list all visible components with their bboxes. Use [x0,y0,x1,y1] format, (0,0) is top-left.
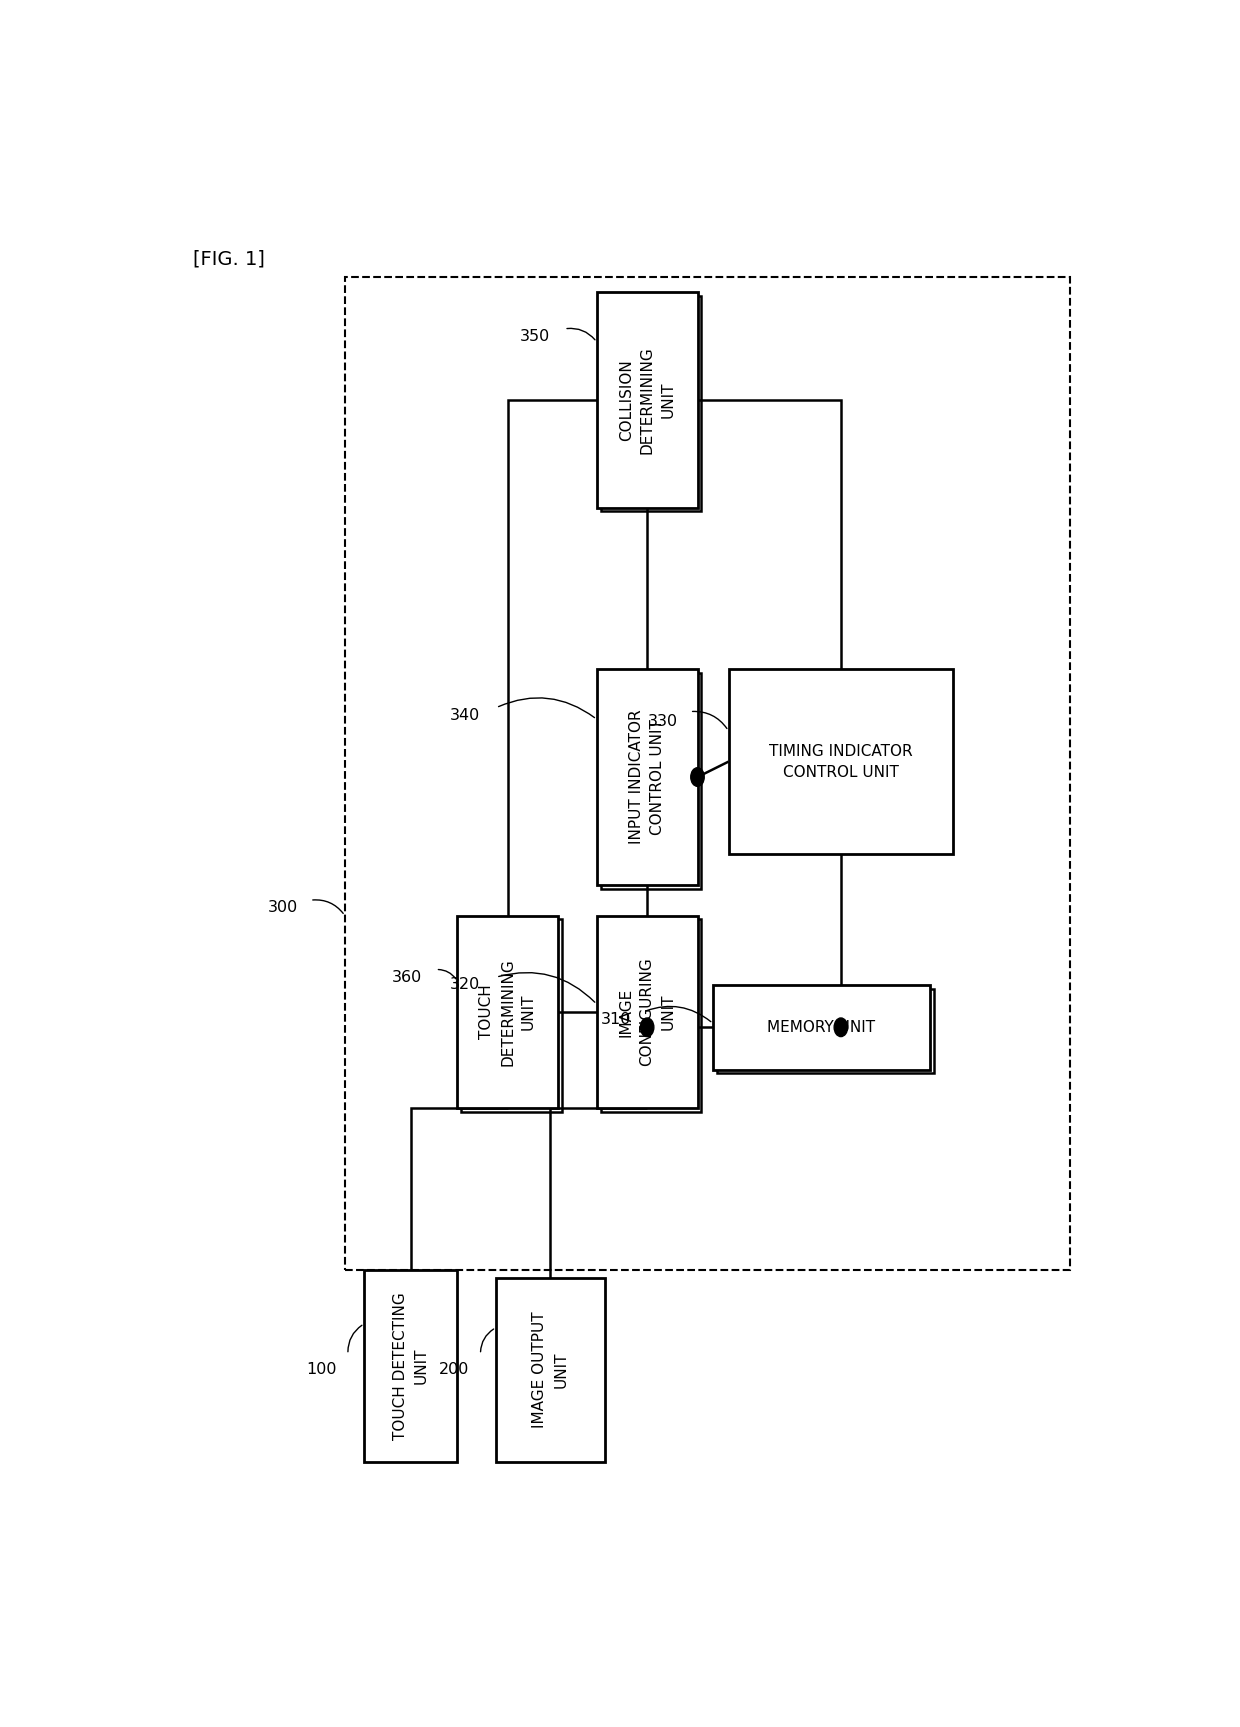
Bar [713,984,930,1069]
FancyArrowPatch shape [348,1325,362,1352]
FancyArrowPatch shape [312,900,343,914]
Text: 330: 330 [649,713,678,729]
Text: 360: 360 [392,971,423,984]
Text: IMAGE OUTPUT
UNIT: IMAGE OUTPUT UNIT [532,1311,568,1428]
Text: TOUCH DETECTING
UNIT: TOUCH DETECTING UNIT [393,1292,429,1440]
Bar [458,915,558,1109]
FancyArrowPatch shape [498,972,595,1002]
Bar [596,915,697,1109]
Text: 350: 350 [520,330,551,344]
Bar [600,919,702,1112]
FancyArrowPatch shape [438,969,456,979]
FancyArrowPatch shape [481,1330,494,1352]
Text: 310: 310 [601,1012,631,1028]
Bar [496,1278,605,1463]
Circle shape [640,1017,653,1036]
Text: COLLISION
DETERMINING
UNIT: COLLISION DETERMINING UNIT [619,345,676,454]
Text: 300: 300 [268,900,299,915]
Circle shape [835,1017,848,1036]
Text: 100: 100 [306,1363,337,1378]
FancyArrowPatch shape [567,328,595,340]
Text: [FIG. 1]: [FIG. 1] [193,250,265,269]
FancyArrowPatch shape [692,712,727,729]
Text: TOUCH
DETERMINING
UNIT: TOUCH DETERMINING UNIT [479,958,536,1066]
Bar [596,670,697,884]
Bar [345,276,1069,1269]
Text: 200: 200 [439,1363,469,1378]
Bar [729,670,954,855]
Bar [600,295,702,511]
Text: TIMING INDICATOR
CONTROL UNIT: TIMING INDICATOR CONTROL UNIT [769,744,913,779]
Text: 320: 320 [450,977,481,993]
Bar [600,674,702,889]
Bar [365,1269,458,1463]
Bar [461,919,562,1112]
FancyArrowPatch shape [498,698,594,718]
FancyArrowPatch shape [646,1007,711,1022]
Bar [596,292,697,508]
Text: 340: 340 [450,708,481,724]
Bar [717,990,934,1074]
Text: INPUT INDICATOR
CONTROL UNIT: INPUT INDICATOR CONTROL UNIT [629,710,665,845]
Text: MEMORY UNIT: MEMORY UNIT [768,1019,875,1034]
Text: IMAGE
CONFIGURING
UNIT: IMAGE CONFIGURING UNIT [619,957,676,1066]
Circle shape [691,769,704,786]
